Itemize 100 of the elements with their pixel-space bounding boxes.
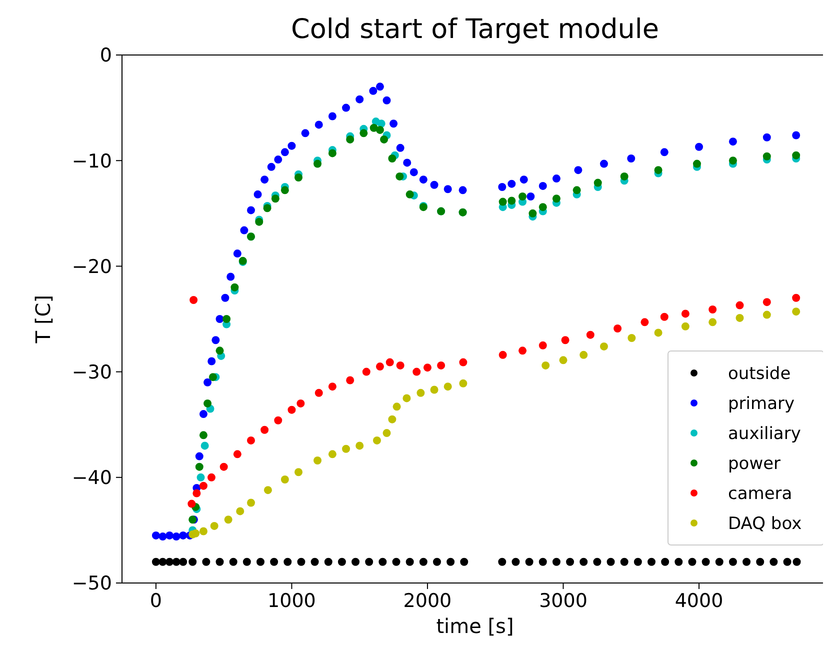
point [202, 558, 210, 566]
point [416, 388, 425, 397]
point [301, 129, 310, 138]
point [412, 368, 421, 376]
point [430, 180, 438, 189]
point [274, 156, 282, 164]
point [152, 558, 160, 566]
point [192, 489, 201, 498]
point [640, 318, 649, 326]
point [498, 558, 506, 566]
point [594, 178, 602, 187]
point [459, 379, 468, 388]
point [508, 196, 516, 205]
point [518, 192, 527, 201]
legend-label: auxiliary [728, 424, 801, 444]
point [314, 160, 322, 168]
point [708, 318, 717, 326]
point [280, 186, 289, 194]
point [460, 558, 468, 566]
point [538, 203, 547, 212]
point [267, 162, 276, 171]
point [574, 166, 582, 174]
point [196, 473, 205, 482]
point [274, 416, 282, 424]
point [606, 558, 615, 566]
point [681, 310, 690, 318]
point [458, 186, 467, 194]
point [432, 558, 441, 566]
point [166, 531, 174, 540]
point [783, 558, 792, 566]
point [221, 294, 230, 302]
point [263, 204, 272, 212]
point [770, 558, 778, 566]
y-tick-label: −50 [72, 572, 112, 595]
point [695, 142, 704, 151]
point [254, 190, 262, 198]
legend-label: DAQ box [728, 514, 802, 534]
point [346, 376, 354, 384]
point [362, 368, 370, 376]
point [552, 558, 560, 566]
point [294, 468, 302, 476]
x-axis-title: time [s] [436, 614, 514, 638]
point [580, 350, 588, 359]
point [792, 151, 800, 160]
point [586, 330, 594, 339]
point [388, 154, 396, 162]
point [525, 558, 534, 566]
point [220, 462, 228, 471]
point [172, 532, 180, 541]
y-tick-label: 0 [100, 44, 112, 67]
chart-title: Cold start of Target module [291, 14, 659, 45]
point [762, 310, 771, 319]
point [346, 135, 354, 144]
point [288, 406, 296, 414]
point [459, 358, 468, 366]
point [728, 156, 737, 165]
point [430, 386, 438, 394]
point [158, 532, 167, 541]
point [382, 96, 391, 104]
point [342, 104, 350, 112]
point [200, 442, 209, 450]
point [444, 382, 452, 391]
point [229, 558, 238, 566]
y-tick-label: −30 [72, 361, 112, 384]
point [392, 402, 401, 411]
point [338, 558, 346, 566]
point [528, 209, 537, 218]
point [216, 346, 224, 355]
point [446, 558, 455, 566]
point [158, 558, 167, 566]
point [552, 194, 560, 203]
point [297, 558, 306, 566]
point [538, 182, 547, 190]
point [402, 394, 411, 402]
point [614, 324, 622, 333]
point [728, 138, 737, 146]
point [230, 283, 239, 292]
point [437, 361, 446, 370]
point [365, 558, 374, 566]
point [242, 558, 251, 566]
point [204, 399, 212, 408]
point [314, 388, 323, 397]
point [328, 382, 336, 391]
point [192, 529, 200, 538]
point [172, 558, 180, 566]
point [212, 336, 220, 344]
point [396, 144, 404, 152]
point [628, 334, 636, 342]
point [296, 399, 305, 408]
point [271, 194, 280, 203]
point [674, 558, 683, 566]
point [152, 531, 160, 540]
point [762, 133, 771, 142]
point [654, 166, 662, 174]
point [396, 361, 404, 370]
point [648, 558, 656, 566]
point [324, 558, 332, 566]
legend-label: primary [728, 394, 795, 414]
point [179, 558, 188, 566]
point [199, 431, 208, 440]
